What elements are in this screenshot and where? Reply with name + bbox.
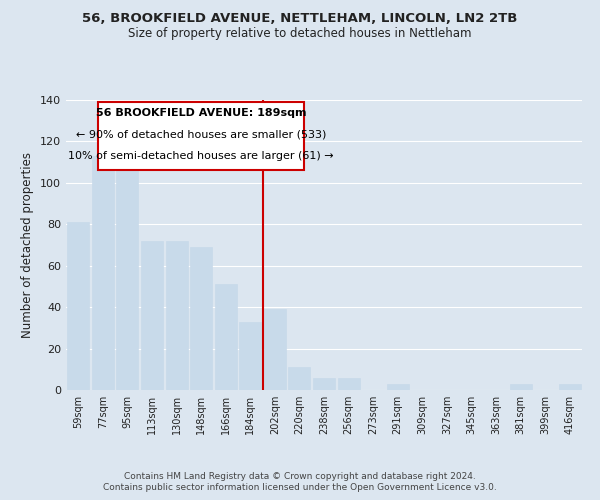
- Bar: [116, 164, 139, 390]
- Bar: [313, 378, 335, 390]
- Bar: [264, 309, 286, 390]
- Bar: [239, 322, 262, 390]
- Bar: [509, 384, 532, 390]
- Bar: [190, 247, 212, 390]
- Bar: [166, 241, 188, 390]
- Bar: [289, 367, 310, 390]
- Text: Contains public sector information licensed under the Open Government Licence v3: Contains public sector information licen…: [103, 484, 497, 492]
- Bar: [141, 241, 163, 390]
- Bar: [559, 384, 581, 390]
- Text: 56, BROOKFIELD AVENUE, NETTLEHAM, LINCOLN, LN2 2TB: 56, BROOKFIELD AVENUE, NETTLEHAM, LINCOL…: [82, 12, 518, 26]
- Bar: [215, 284, 237, 390]
- Text: Size of property relative to detached houses in Nettleham: Size of property relative to detached ho…: [128, 28, 472, 40]
- Bar: [386, 384, 409, 390]
- Bar: [92, 156, 114, 390]
- Bar: [338, 378, 359, 390]
- Text: 56 BROOKFIELD AVENUE: 189sqm: 56 BROOKFIELD AVENUE: 189sqm: [96, 108, 307, 118]
- Text: 10% of semi-detached houses are larger (61) →: 10% of semi-detached houses are larger (…: [68, 151, 334, 161]
- FancyBboxPatch shape: [98, 102, 304, 170]
- Text: ← 90% of detached houses are smaller (533): ← 90% of detached houses are smaller (53…: [76, 130, 326, 140]
- Y-axis label: Number of detached properties: Number of detached properties: [22, 152, 34, 338]
- Bar: [67, 222, 89, 390]
- Text: Contains HM Land Registry data © Crown copyright and database right 2024.: Contains HM Land Registry data © Crown c…: [124, 472, 476, 481]
